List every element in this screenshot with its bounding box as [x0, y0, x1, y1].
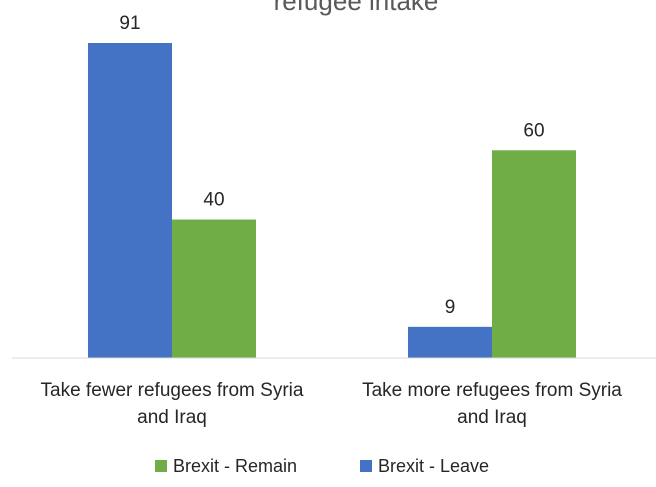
data-label-brexit-remain-2: 60: [523, 120, 544, 141]
bar-brexit-leave-1: [88, 43, 172, 358]
legend: Brexit - Remain Brexit - Leave: [155, 456, 489, 476]
data-label-brexit-remain-1: 40: [203, 190, 224, 211]
legend-label-brexit-leave: Brexit - Leave: [378, 456, 489, 476]
legend-swatch-brexit-leave: [360, 460, 372, 472]
x-tick-label-1: Take fewer refugees from Syria and Iraq: [41, 380, 304, 428]
bar-brexit-leave-2: [408, 326, 492, 358]
chart-title: refugee intake: [274, 0, 439, 16]
data-label-brexit-leave-2: 9: [445, 297, 456, 318]
legend-item-brexit-leave: Brexit - Leave: [360, 456, 489, 476]
bar-brexit-remain-2: [492, 150, 576, 358]
bar-brexit-remain-1: [172, 219, 256, 358]
plot-area: 91 9 40 60: [88, 13, 576, 358]
legend-swatch-brexit-remain: [155, 460, 167, 472]
data-label-brexit-leave-1: 91: [119, 13, 140, 34]
legend-label-brexit-remain: Brexit - Remain: [173, 456, 297, 476]
legend-item-brexit-remain: Brexit - Remain: [155, 456, 297, 476]
x-axis-ticks: Take fewer refugees from Syria and Iraq Ta…: [41, 380, 623, 428]
x-tick-label-2: Take more refugees from Syria and Iraq: [362, 380, 622, 428]
